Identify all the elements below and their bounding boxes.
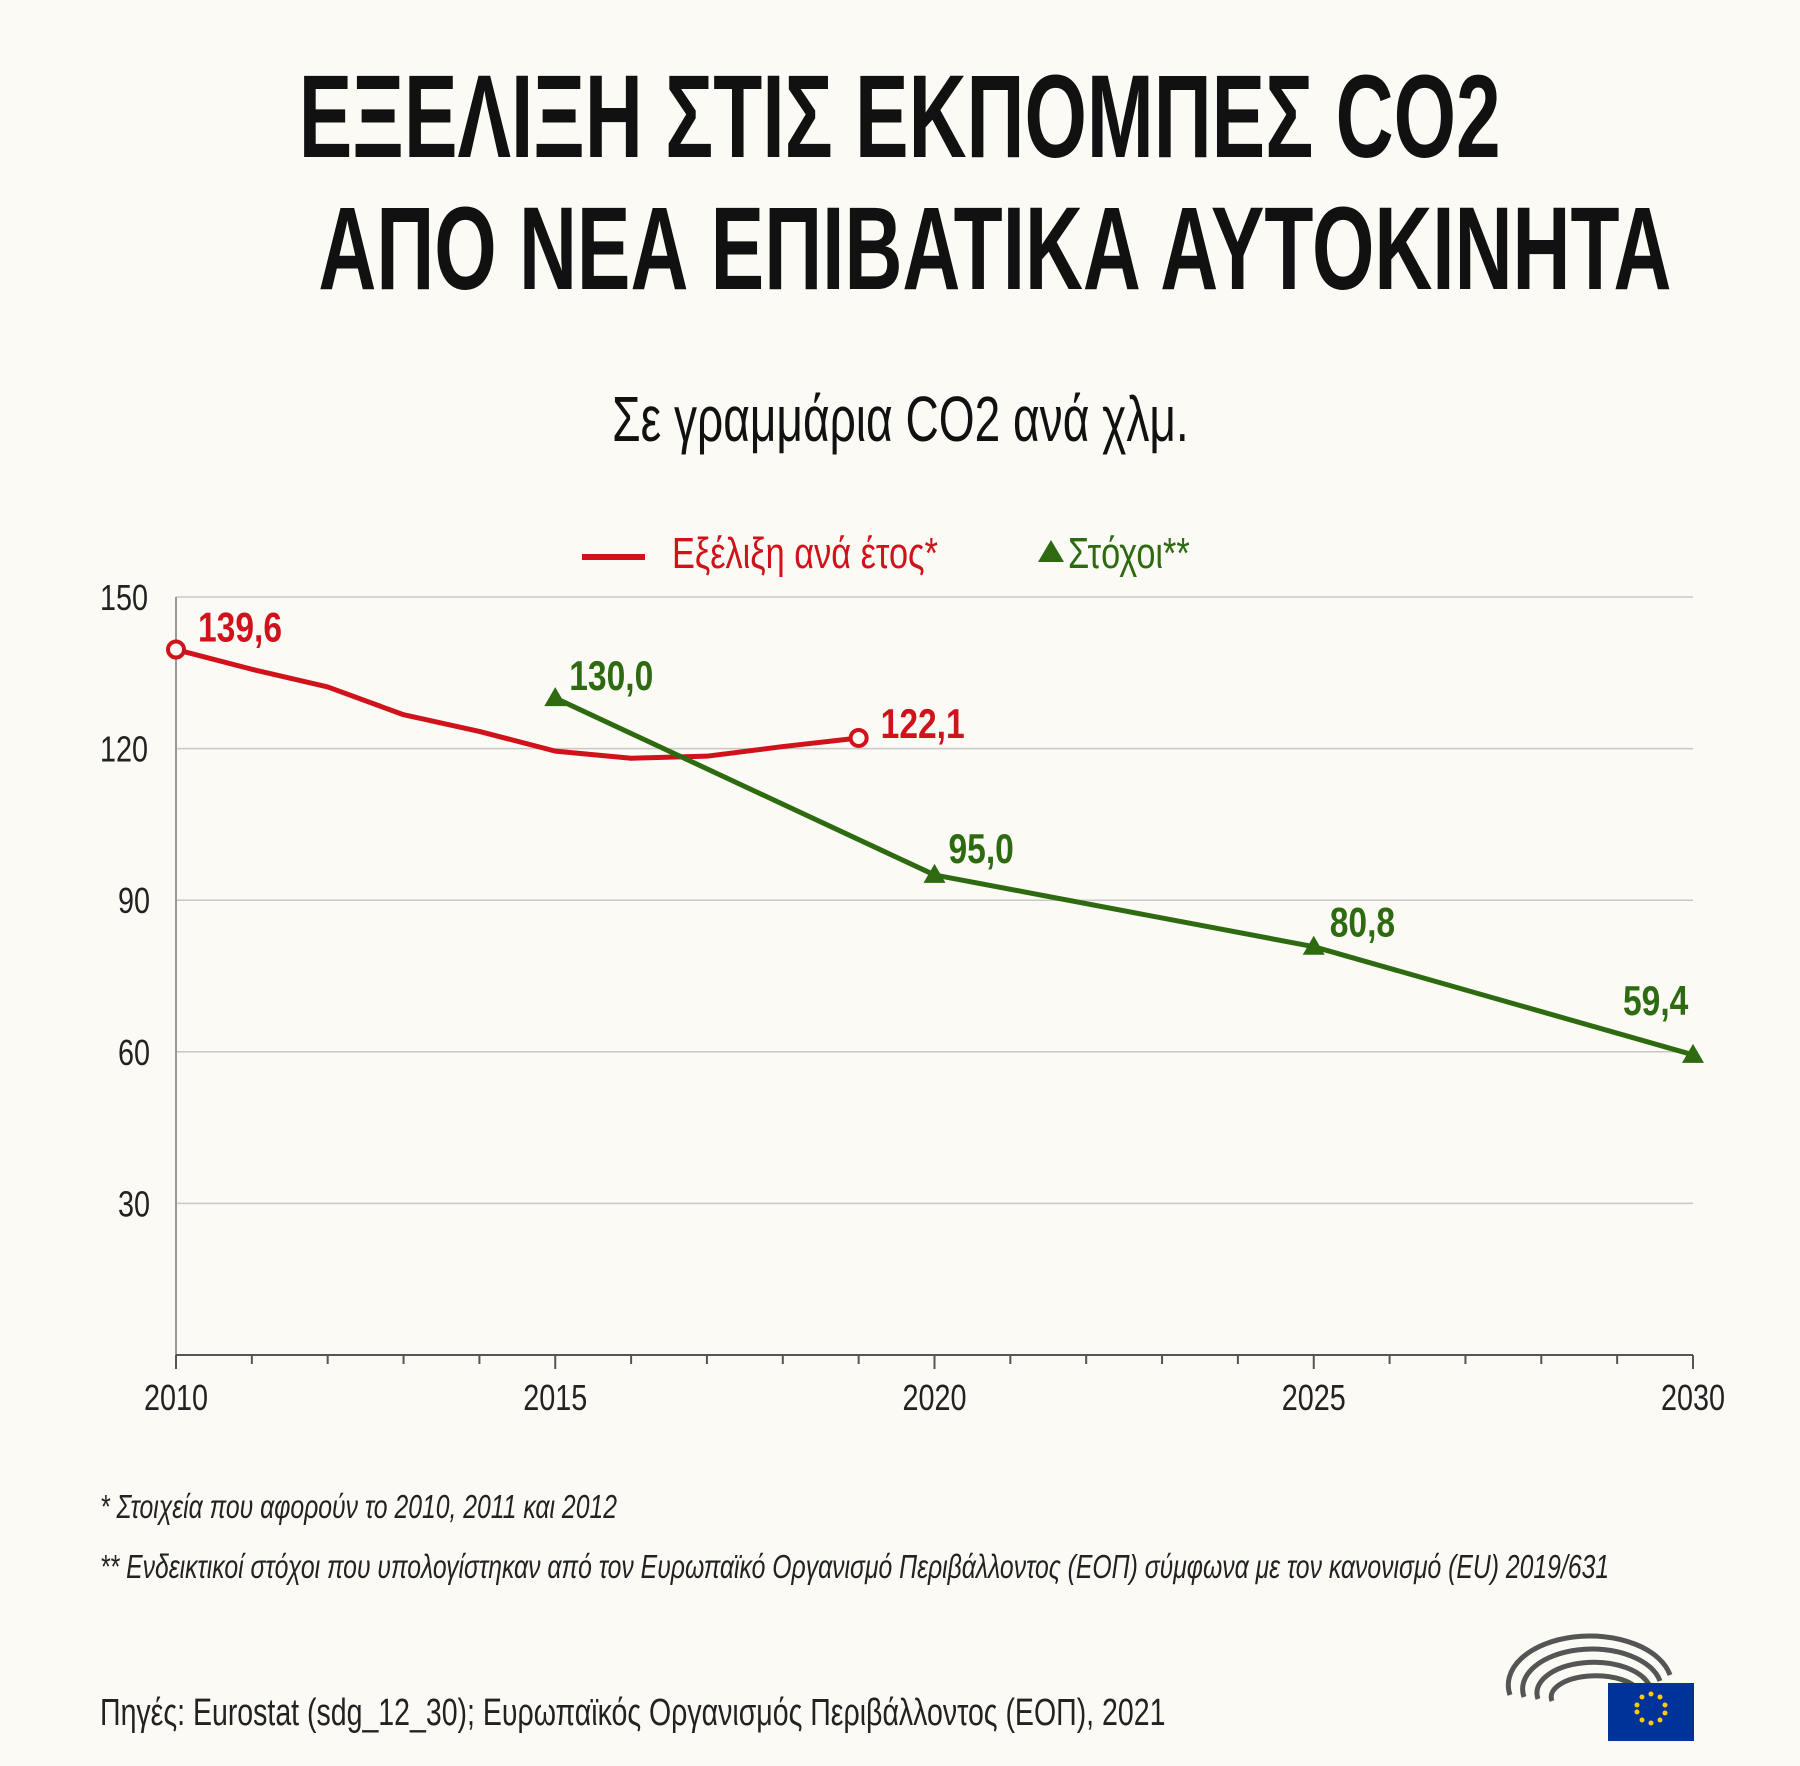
- target-triangle-marker: [544, 687, 567, 707]
- footnote-2: ** Ενδεικτικοί στόχοι που υπολογίστηκαν …: [100, 1548, 1610, 1585]
- legend-label-targets: Στόχοι**: [1068, 529, 1190, 578]
- data-label: 80,8: [1330, 900, 1395, 946]
- y-tick-label: 60: [118, 1032, 150, 1073]
- target-triangle-marker: [923, 863, 946, 883]
- european-parliament-logo: [1505, 1633, 1694, 1741]
- data-label: 139,6: [198, 605, 282, 651]
- series-line-targets: [554, 695, 1694, 1058]
- footnote-1: * Στοιχεία που αφορούν το 2010, 2011 και…: [100, 1488, 617, 1525]
- series-line-annual: [175, 647, 859, 761]
- x-tick-label: 2020: [902, 1377, 966, 1418]
- data-label: 122,1: [881, 702, 965, 748]
- data-label: 95,0: [949, 826, 1014, 872]
- y-tick-label: 120: [100, 728, 148, 769]
- title-line-1: ΕΞΕΛΙΞΗ ΣΤΙΣ ΕΚΠΟΜΠΕΣ CO2: [0, 58, 1800, 176]
- title-text-2: ΑΠΟ ΝΕΑ ΕΠΙΒΑΤΙΚΑ ΑΥΤΟΚΙΝΗΤΑ: [318, 183, 1672, 315]
- legend-label-annual: Εξέλιξη ανά έτος*: [672, 529, 938, 578]
- subtitle-text: Σε γραμμάρια CO2 ανά χλμ.: [611, 383, 1189, 455]
- data-label: 130,0: [569, 654, 653, 700]
- annual-point-marker: [848, 727, 869, 748]
- y-tick-label: 30: [118, 1183, 150, 1224]
- target-triangle-marker: [1682, 1043, 1704, 1063]
- title-line-2: ΑΠΟ ΝΕΑ ΕΠΙΒΑΤΙΚΑ ΑΥΤΟΚΙΝΗΤΑ: [0, 190, 1800, 308]
- legend-triangle-icon: [1038, 540, 1064, 562]
- source-text: Πηγές: Eurostat (sdg_12_30); Ευρωπαϊκός …: [100, 1692, 1166, 1734]
- subtitle: Σε γραμμάρια CO2 ανά χλμ.: [0, 382, 1800, 456]
- x-tick-label: 2025: [1282, 1377, 1346, 1418]
- data-label: 59,4: [1623, 978, 1688, 1024]
- x-tick-label: 2030: [1661, 1377, 1725, 1418]
- annual-point-marker: [166, 639, 186, 660]
- title-text-1: ΕΞΕΛΙΞΗ ΣΤΙΣ ΕΚΠΟΜΠΕΣ CO2: [299, 51, 1501, 183]
- x-tick-label: 2015: [523, 1377, 587, 1418]
- y-tick-label: 150: [100, 577, 148, 618]
- x-tick-label: 2010: [144, 1377, 208, 1418]
- y-tick-label: 90: [118, 880, 150, 921]
- target-triangle-marker: [1302, 935, 1325, 955]
